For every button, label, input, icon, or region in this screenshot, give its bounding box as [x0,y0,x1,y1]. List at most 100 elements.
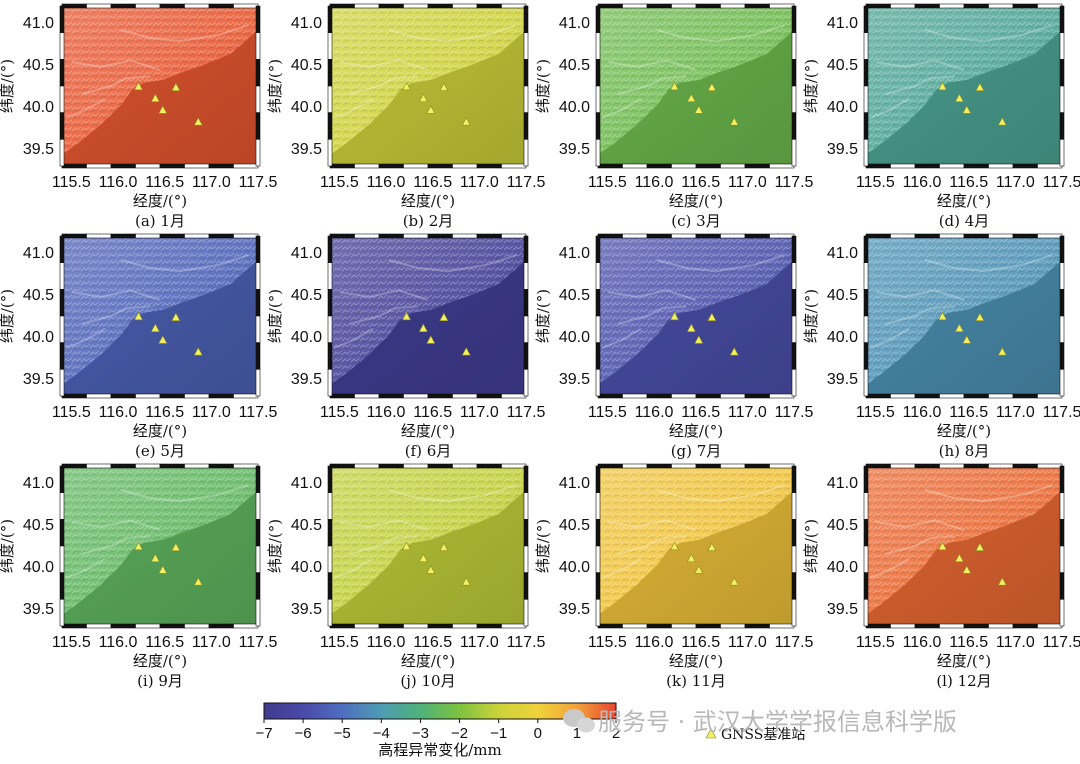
frame-segment [1059,315,1065,343]
x-tick-label: 116.5 [145,634,184,651]
ridge-line [120,24,249,43]
frame-segment [184,3,210,9]
y-tick-label: 41.0 [827,245,858,262]
frame-segment [939,163,965,169]
frame-segment [110,393,136,399]
frame-segment [255,369,261,397]
frame-segment [791,59,797,87]
frame-segment [963,393,989,399]
frame-segment [595,599,601,627]
panel-caption: (i) 9月 [137,672,183,690]
frame-segment [890,393,916,399]
frame-segment [523,85,529,113]
gnss-station-marker [670,541,680,551]
gnss-station-marker [670,81,680,91]
gnss-station-marker [707,82,717,91]
frame-segment [354,233,380,239]
ridge-line [617,305,687,325]
frame-segment [327,289,333,317]
y-tick-label: 40.5 [827,517,858,534]
frame-segment [59,85,65,113]
panels-layer: 41.0 40.5 40.0 39.5 115.5 116.0 116.5 117.0 117.… [0,3,1080,690]
y-axis-title: 纬度/(°) [0,59,16,113]
panel-caption: (g) 7月 [671,442,722,460]
frame-segment [720,623,746,629]
frame-segment [523,465,529,493]
x-tick-label: 117.0 [996,634,1035,651]
frame-segment [327,5,333,33]
frame-segment [622,623,648,629]
frame-segment [595,289,601,317]
frame-segment [452,3,478,9]
frame-segment [595,519,601,547]
frame-segment [1059,5,1065,33]
frame-segment [791,32,797,60]
frame-segment [255,59,261,87]
frame-segment [403,393,429,399]
frame-segment [476,3,502,9]
frame-segment [1012,3,1038,9]
frame-segment [523,572,529,600]
frame-segment [744,233,770,239]
frame-segment [86,393,112,399]
frame-segment [914,393,940,399]
frame-segment [863,369,869,397]
frame-segment [595,315,601,343]
ridge-line [875,519,965,531]
frame-segment [791,369,797,397]
ridge-line [924,484,1053,503]
x-tick-label: 117.0 [460,174,499,191]
colorbar-tick-label: −5 [334,725,351,742]
frame-segment [59,139,65,167]
frame-segment [695,393,721,399]
x-tick-label: 115.5 [856,634,895,651]
y-tick-label: 41.0 [559,245,590,262]
x-tick-label: 116.0 [635,404,674,421]
gnss-station-marker [171,542,181,551]
frame-segment [208,163,234,169]
colorbar: −7 −6 −5 −4 −3 −2 −1 0 1 2 高程异常变化/mm [255,702,620,759]
frame-segment [255,85,261,113]
gnss-station-marker [150,553,160,562]
frame-segment [86,233,112,239]
x-tick-label: 116.5 [681,174,720,191]
colorbar-tick-label: −7 [255,725,272,742]
frame-segment [769,623,795,629]
y-tick-label: 39.5 [559,141,590,158]
x-tick-label: 116.5 [145,174,184,191]
frame-segment [523,289,529,317]
panel-caption: (c) 3月 [671,212,720,230]
frame-segment [523,342,529,370]
frame-segment [791,85,797,113]
ridge-line [388,24,517,43]
frame-segment [769,463,795,469]
x-tick-label: 116.5 [681,404,720,421]
x-tick-label: 117.0 [192,404,231,421]
x-tick-label: 115.5 [52,404,91,421]
x-tick-label: 116.0 [99,404,138,421]
frame-segment [914,163,940,169]
frame-segment [863,572,869,600]
frame-segment [865,393,891,399]
x-tick-label: 117.5 [239,174,278,191]
frame-segment [255,32,261,60]
frame-segment [791,5,797,33]
gnss-station-marker [997,117,1007,126]
gnss-station-marker [439,312,449,321]
frame-segment [863,235,869,263]
y-tick-label: 41.0 [23,475,54,492]
frame-segment [61,233,87,239]
wechat-icon [563,709,595,733]
frame-segment [523,59,529,87]
frame-segment [720,393,746,399]
gnss-station-marker [954,553,964,562]
frame-segment [622,233,648,239]
frame-segment [255,545,261,573]
frame-segment [327,519,333,547]
frame-segment [744,393,770,399]
frame-segment [208,3,234,9]
frame-segment [939,3,965,9]
frame-segment [523,492,529,520]
frame-segment [720,233,746,239]
